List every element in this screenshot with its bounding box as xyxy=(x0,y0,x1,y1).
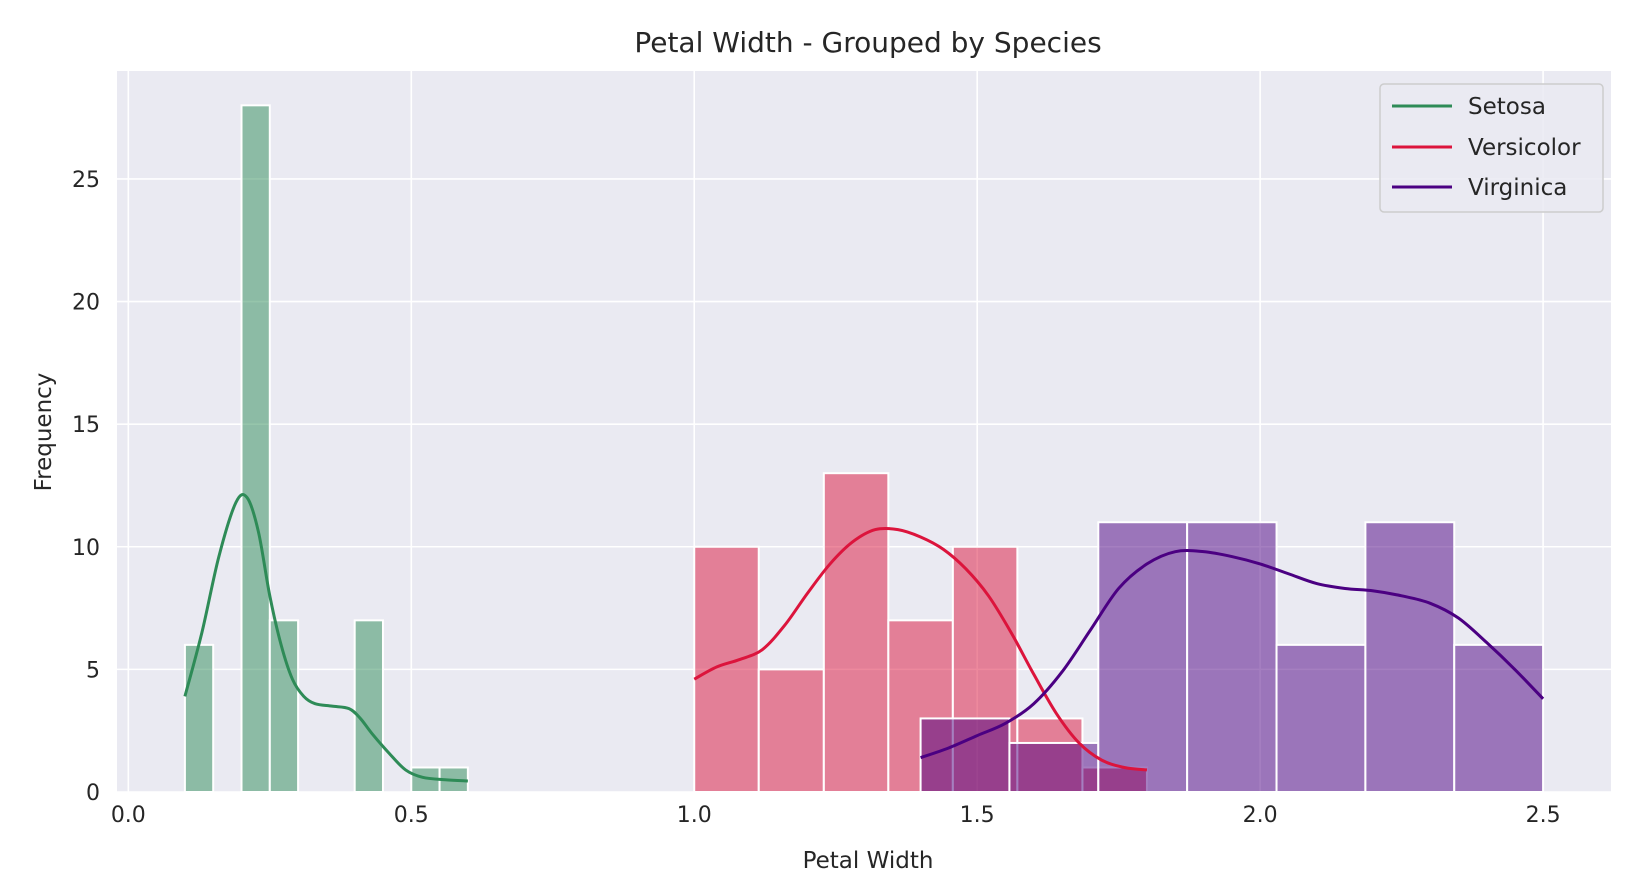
chart-title: Petal Width - Grouped by Species xyxy=(634,26,1101,59)
kde-curves xyxy=(183,493,1545,783)
bar-versicolor xyxy=(822,472,890,793)
bar-virginica xyxy=(1275,643,1367,793)
histogram-bars xyxy=(183,104,1545,794)
y-tick-label: 5 xyxy=(86,658,100,683)
y-tick-label: 15 xyxy=(72,413,100,438)
x-tick-label: 1.0 xyxy=(677,803,712,828)
bar-setosa xyxy=(353,619,384,793)
y-axis-label: Frequency xyxy=(31,373,57,492)
kde-line-versicolor xyxy=(693,526,1148,772)
bar-virginica xyxy=(1453,643,1545,793)
bar-virginica xyxy=(1097,521,1189,793)
y-axis-ticks: 0 5 10 15 20 25 xyxy=(72,168,100,806)
bar-setosa xyxy=(183,643,215,793)
y-tick-label: 10 xyxy=(72,536,100,561)
x-axis-label: Petal Width xyxy=(803,848,934,874)
y-tick-label: 0 xyxy=(86,781,100,806)
bar-setosa xyxy=(240,104,271,794)
x-axis-ticks: 0.0 0.5 1.0 1.5 2.0 2.5 xyxy=(111,803,1561,828)
bar-virginica xyxy=(1364,521,1456,793)
y-tick-label: 25 xyxy=(72,168,100,193)
legend-label-virginica: Virginica xyxy=(1468,175,1567,201)
legend: Setosa Versicolor Virginica xyxy=(1379,83,1604,213)
x-tick-label: 0.5 xyxy=(394,803,429,828)
kde-line-virginica xyxy=(920,549,1545,760)
legend-label-setosa: Setosa xyxy=(1468,94,1546,120)
x-tick-label: 2.0 xyxy=(1243,803,1278,828)
y-tick-label: 20 xyxy=(72,291,100,316)
bar-virginica xyxy=(1186,521,1278,793)
legend-box xyxy=(1379,83,1604,213)
bar-virginica xyxy=(919,717,1011,794)
legend-label-versicolor: Versicolor xyxy=(1468,135,1581,161)
bar-versicolor xyxy=(693,545,760,793)
x-tick-label: 1.5 xyxy=(960,803,995,828)
bar-setosa xyxy=(268,619,300,793)
x-tick-label: 2.5 xyxy=(1526,803,1561,828)
kde-line-setosa xyxy=(183,493,468,783)
bar-versicolor xyxy=(757,668,825,794)
x-tick-label: 0.0 xyxy=(111,803,146,828)
